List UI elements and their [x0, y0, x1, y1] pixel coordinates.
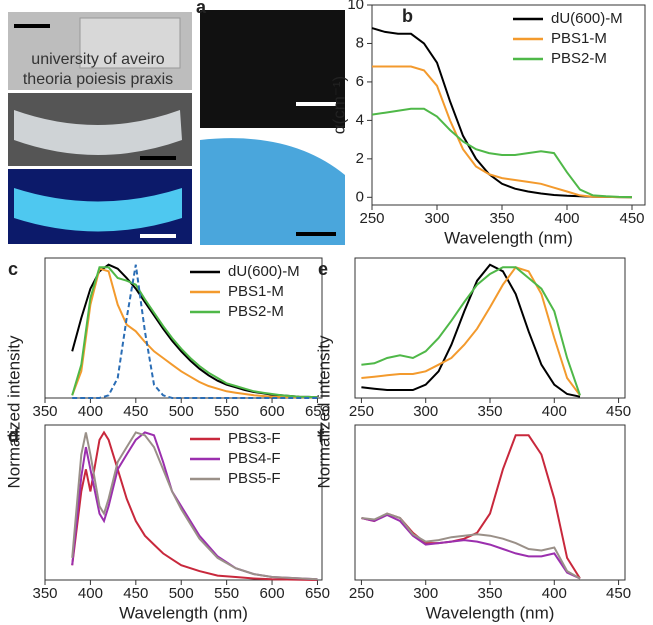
data-line: [361, 263, 581, 398]
legend-label: PBS2-M: [551, 50, 607, 67]
y-tick-label: 2: [356, 150, 364, 167]
x-tick-label: 400: [78, 403, 103, 420]
panel-label: b: [402, 6, 413, 26]
data-line: [361, 513, 581, 580]
legend-label: PBS2-M: [228, 303, 284, 320]
data-line: [371, 107, 633, 199]
x-tick-label: 250: [349, 585, 374, 602]
x-tick-label: 250: [359, 210, 384, 227]
data-line: [71, 431, 318, 581]
panel-label: c: [8, 259, 18, 279]
legend-label: PBS3-F: [228, 430, 281, 447]
axes-frame: [44, 257, 323, 399]
panel-label: a: [196, 0, 207, 17]
legend-label: PBS4-F: [228, 450, 281, 467]
photo-panel: university of aveiro theoria poiesis pra…: [8, 0, 345, 245]
photo-sample: [14, 110, 182, 155]
y-axis-label: Normalized intensity: [314, 335, 333, 489]
x-tick-label: 450: [619, 210, 644, 227]
panel-label: e: [318, 259, 328, 279]
legend-label: dU(600)-M: [551, 10, 623, 27]
x-tick-label: 550: [214, 403, 239, 420]
photo: [200, 138, 345, 245]
panel-label: d: [8, 426, 19, 446]
x-tick-label: 600: [260, 403, 285, 420]
x-tick-label: 350: [477, 585, 502, 602]
axes-frame: [371, 4, 646, 206]
data-line: [361, 266, 581, 396]
x-tick-label: 500: [169, 403, 194, 420]
data-line: [71, 267, 318, 399]
y-tick-label: 8: [356, 34, 364, 51]
y-axis-label: α(cm⁻¹): [329, 76, 348, 134]
x-tick-label: 400: [78, 585, 103, 602]
data-line: [361, 434, 581, 580]
data-line: [72, 264, 318, 399]
x-tick-label: 650: [305, 403, 330, 420]
x-tick-label: 300: [424, 210, 449, 227]
legend-label: PBS5-F: [228, 470, 281, 487]
x-tick-label: 350: [32, 403, 57, 420]
x-tick-label: 350: [477, 403, 502, 420]
x-tick-label: 450: [606, 585, 631, 602]
x-tick-label: 300: [413, 403, 438, 420]
x-tick-label: 600: [260, 585, 285, 602]
legend-label: dU(600)-M: [228, 263, 300, 280]
x-axis-label: Wavelength (nm): [119, 603, 248, 622]
legend-label: PBS1-M: [551, 30, 607, 47]
data-line: [372, 65, 633, 199]
x-tick-label: 350: [32, 585, 57, 602]
x-tick-label: 400: [542, 585, 567, 602]
y-tick-label: 0: [356, 188, 364, 205]
y-axis-label: Normalized intensity: [4, 335, 23, 489]
axes-frame: [354, 424, 626, 581]
x-axis-label: Wavelength (nm): [426, 603, 555, 622]
panel-label: f: [318, 426, 325, 446]
x-tick-label: 650: [305, 585, 330, 602]
photo-sample: [79, 17, 181, 69]
y-tick-label: 4: [356, 111, 364, 128]
photo-text: theoria poiesis praxis: [23, 71, 173, 88]
data-line: [361, 512, 581, 580]
data-line: [361, 266, 581, 396]
x-tick-label: 500: [169, 585, 194, 602]
x-tick-label: 550: [214, 585, 239, 602]
axes-frame: [354, 257, 626, 399]
x-tick-label: 400: [554, 210, 579, 227]
x-tick-label: 450: [123, 403, 148, 420]
photo-text: university of aveiro: [31, 51, 164, 68]
x-tick-label: 400: [542, 403, 567, 420]
x-tick-label: 450: [123, 585, 148, 602]
data-line: [71, 431, 318, 581]
x-tick-label: 250: [349, 403, 374, 420]
x-tick-label: 450: [606, 403, 631, 420]
photo-sample: [14, 188, 182, 232]
y-tick-label: 6: [356, 73, 364, 90]
legend-label: PBS1-M: [228, 283, 284, 300]
x-tick-label: 350: [489, 210, 514, 227]
axes-frame: [44, 424, 323, 581]
data-line: [71, 266, 318, 399]
y-tick-label: 10: [347, 0, 364, 13]
x-axis-label: Wavelength (nm): [444, 228, 573, 247]
x-tick-label: 300: [413, 585, 438, 602]
photo: [200, 10, 345, 128]
